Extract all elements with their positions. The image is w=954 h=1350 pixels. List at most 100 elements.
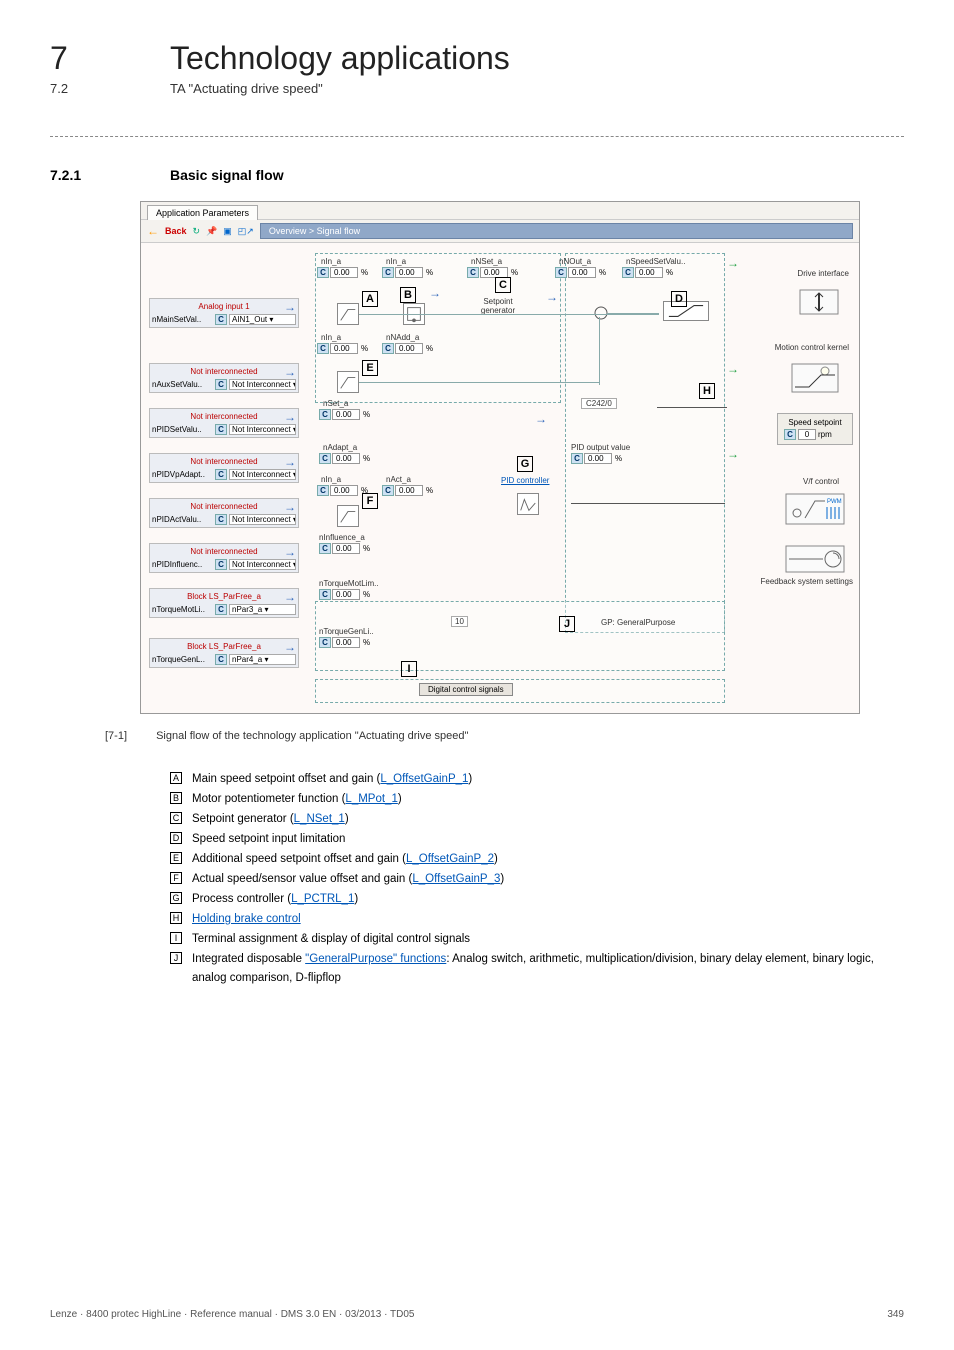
- input-title: Not interconnected: [152, 410, 296, 423]
- input-select[interactable]: AIN1_Out ▾: [229, 314, 296, 325]
- app-tabbar: Application Parameters: [141, 202, 859, 219]
- signal-line: [599, 317, 600, 385]
- legend-link[interactable]: Holding brake control: [192, 913, 301, 925]
- legend-link[interactable]: L_PCTRL_1: [291, 893, 354, 905]
- input-panel-5: Not interconnected→nPIDInfluenc..CNot In…: [149, 543, 299, 573]
- vf-control-icon[interactable]: PWM: [785, 493, 845, 525]
- arrow-icon: →: [284, 301, 296, 313]
- input-title: Block LS_ParFree_a: [152, 590, 296, 603]
- input-param-label: nAuxSetValu..: [152, 380, 213, 389]
- c-icon: C: [319, 543, 331, 554]
- subsection-title: Basic signal flow: [170, 167, 284, 183]
- tab-application-parameters[interactable]: Application Parameters: [147, 205, 258, 220]
- block-offsetgain-a[interactable]: [337, 303, 359, 325]
- block-pid[interactable]: [517, 493, 539, 515]
- drive-interface-label: Drive interface: [797, 269, 849, 278]
- signal-value: C0.00%: [317, 343, 368, 354]
- signal-label: nNAdd_a: [386, 333, 419, 342]
- legend-mark: E: [170, 852, 182, 864]
- feedback-icon[interactable]: [785, 545, 845, 573]
- back-arrow-icon[interactable]: ←: [147, 224, 159, 238]
- sig-nset-label: nSet_a: [323, 399, 348, 408]
- section-number: 7.2: [50, 81, 170, 96]
- c-icon: C: [382, 343, 394, 354]
- arrow-icon: →: [429, 287, 441, 299]
- pid-controller-link[interactable]: PID controller: [501, 476, 549, 485]
- section-header: 7.2 TA "Actuating drive speed": [50, 81, 904, 96]
- c-icon: C: [319, 637, 331, 648]
- legend-link[interactable]: L_OffsetGainP_1: [380, 773, 468, 785]
- input-select[interactable]: Not Interconnect ▾: [229, 514, 296, 525]
- input-title: Not interconnected: [152, 500, 296, 513]
- c-icon: C: [215, 514, 227, 525]
- input-title: Not interconnected: [152, 545, 296, 558]
- mark-a: A: [362, 291, 378, 307]
- legend-link[interactable]: L_NSet_1: [294, 813, 345, 825]
- legend-row: FActual speed/sensor value offset and ga…: [170, 870, 904, 889]
- arrow-icon: →: [727, 257, 739, 269]
- input-select[interactable]: nPar4_a ▾: [229, 654, 296, 665]
- arrow-icon: →: [727, 448, 739, 460]
- signal-label: nSpeedSetValu..: [626, 257, 685, 266]
- signal-label: nNSet_a: [471, 257, 502, 266]
- signal-value: C0.00%: [317, 267, 368, 278]
- c-icon: C: [215, 469, 227, 480]
- legend-row: AMain speed setpoint offset and gain (L_…: [170, 770, 904, 789]
- input-param-label: nPIDSetValu..: [152, 425, 213, 434]
- legend-link[interactable]: "GeneralPurpose" functions: [305, 953, 446, 965]
- mark-c: C: [495, 277, 511, 293]
- legend-text: Integrated disposable "GeneralPurpose" f…: [192, 950, 904, 988]
- legend-row: EAdditional speed setpoint offset and ga…: [170, 850, 904, 869]
- mark-d: D: [671, 291, 687, 307]
- c-icon: C: [215, 379, 227, 390]
- breadcrumb[interactable]: Overview > Signal flow: [260, 223, 853, 239]
- mck-icon[interactable]: [791, 363, 839, 393]
- arrow-icon: →: [727, 363, 739, 375]
- toolbar-view-icon[interactable]: ▣: [223, 226, 232, 237]
- c-icon: C: [215, 559, 227, 570]
- back-button[interactable]: Back: [165, 226, 187, 236]
- input-title: Not interconnected: [152, 455, 296, 468]
- input-select[interactable]: nPar3_a ▾: [229, 604, 296, 615]
- sig-tmlim-label: nTorqueMotLim..: [319, 579, 379, 588]
- toolbar-reload-icon[interactable]: ↻: [193, 226, 201, 237]
- legend-text: Actual speed/sensor value offset and gai…: [192, 870, 904, 889]
- input-select[interactable]: Not Interconnect ▾: [229, 379, 296, 390]
- legend-link[interactable]: L_MPot_1: [345, 793, 397, 805]
- sig-ninfluence-value: C 0.00 %: [319, 543, 370, 554]
- input-select[interactable]: Not Interconnect ▾: [229, 559, 296, 570]
- speed-setpoint-panel[interactable]: Speed setpoint C 0 rpm: [777, 413, 853, 445]
- subsection-number: 7.2.1: [50, 167, 170, 183]
- toolbar-pin-icon[interactable]: 📌: [206, 226, 217, 237]
- input-panel-3: Not interconnected→nPIDVpAdapt..CNot Int…: [149, 453, 299, 483]
- app-window: Application Parameters ← Back ↻ 📌 ▣ ◰↗ O…: [140, 201, 860, 714]
- footer-left: Lenze · 8400 protec HighLine · Reference…: [50, 1309, 414, 1320]
- figure-caption-text: Signal flow of the technology applicatio…: [156, 730, 468, 742]
- gp-ten: 10: [451, 616, 468, 627]
- signal-line: [607, 313, 659, 314]
- c-icon: C: [784, 429, 796, 440]
- sig-nadapt-label: nAdapt_a: [323, 443, 357, 452]
- legend-link[interactable]: L_OffsetGainP_3: [412, 873, 500, 885]
- section-title: TA "Actuating drive speed": [170, 81, 323, 96]
- chapter-number: 7: [50, 40, 170, 77]
- toolbar-window-icon[interactable]: ◰↗: [238, 226, 254, 237]
- block-offsetgain-f[interactable]: [337, 505, 359, 527]
- legend-row: GProcess controller (L_PCTRL_1): [170, 890, 904, 909]
- c-icon: C: [215, 604, 227, 615]
- input-select[interactable]: Not Interconnect ▾: [229, 469, 296, 480]
- speed-setpoint-label: Speed setpoint: [784, 418, 846, 427]
- drive-interface-icon[interactable]: [799, 289, 839, 315]
- mark-e: E: [362, 360, 378, 376]
- signal-label: nIn_a: [321, 333, 341, 342]
- sig-tmlim-value: C 0.00 %: [319, 589, 370, 600]
- sig-tglim-label: nTorqueGenLi..: [319, 627, 374, 636]
- c-icon: C: [319, 453, 331, 464]
- input-select[interactable]: Not Interconnect ▾: [229, 424, 296, 435]
- legend-link[interactable]: L_OffsetGainP_2: [406, 853, 494, 865]
- block-offsetgain-e[interactable]: [337, 371, 359, 393]
- legend-row: DSpeed setpoint input limitation: [170, 830, 904, 849]
- arrow-icon: →: [284, 366, 296, 378]
- digital-control-signals-button[interactable]: Digital control signals: [419, 683, 513, 696]
- legend-list: AMain speed setpoint offset and gain (L_…: [170, 770, 904, 988]
